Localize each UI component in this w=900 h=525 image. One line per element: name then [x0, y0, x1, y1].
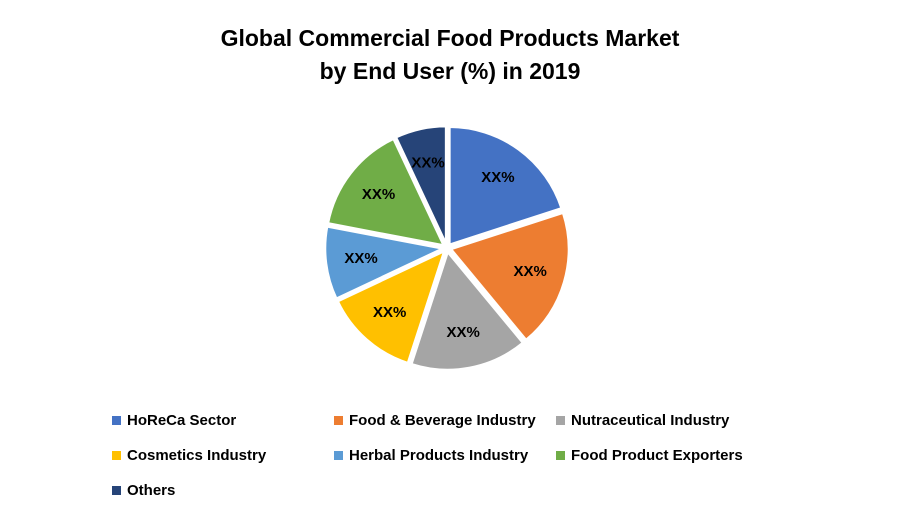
legend-swatch-icon	[112, 486, 121, 495]
pie-slice-6	[394, 124, 448, 246]
legend-item-5: Food Product Exporters	[556, 445, 806, 466]
pie-slice-4	[323, 225, 445, 300]
legend-item-6: Others	[112, 480, 334, 501]
pie-slice-0	[448, 125, 563, 247]
pie-slice-value-label: XX%	[411, 154, 444, 171]
legend-label: Nutraceutical Industry	[571, 412, 730, 429]
legend-item-2: Nutraceutical Industry	[556, 410, 806, 431]
chart-title: Global Commercial Food Products Market b…	[0, 22, 900, 89]
pie-slice-1	[449, 211, 571, 342]
legend-label: Food & Beverage Industry	[349, 412, 536, 429]
legend-item-0: HoReCa Sector	[112, 410, 334, 431]
legend-swatch-icon	[334, 451, 343, 460]
pie-slice-value-label: XX%	[481, 169, 514, 186]
legend-swatch-icon	[112, 451, 121, 460]
pie-slice-value-label: XX%	[447, 324, 480, 341]
legend-item-4: Herbal Products Industry	[334, 445, 556, 466]
legend: HoReCa Sector Food & Beverage Industry Nut…	[112, 410, 812, 501]
pie-slice-5	[326, 137, 446, 247]
legend-label: Food Product Exporters	[571, 447, 743, 464]
legend-label: Cosmetics Industry	[127, 447, 267, 464]
legend-label: Others	[127, 482, 176, 499]
pie-slice-value-label: XX%	[514, 263, 547, 280]
legend-swatch-icon	[556, 416, 565, 425]
pie-slice-2	[410, 250, 525, 372]
legend-item-3: Cosmetics Industry	[112, 445, 334, 466]
chart-title-line-1: Global Commercial Food Products Market	[220, 25, 680, 51]
pie-slice-value-label: XX%	[344, 250, 377, 267]
legend-label: Herbal Products Industry	[349, 447, 529, 464]
legend-swatch-icon	[112, 416, 121, 425]
legend-swatch-icon	[556, 451, 565, 460]
pie-slice-value-label: XX%	[373, 304, 406, 321]
chart-title-line-2: by End User (%) in 2019	[319, 58, 581, 85]
legend-swatch-icon	[334, 416, 343, 425]
legend-label: HoReCa Sector	[127, 412, 237, 429]
pie-chart: XX% XX% XX% XX% XX% XX% XX%	[323, 124, 571, 372]
pie-slice-3	[336, 249, 446, 365]
legend-item-1: Food & Beverage Industry	[334, 410, 556, 431]
pie-slice-value-label: XX%	[362, 186, 395, 203]
